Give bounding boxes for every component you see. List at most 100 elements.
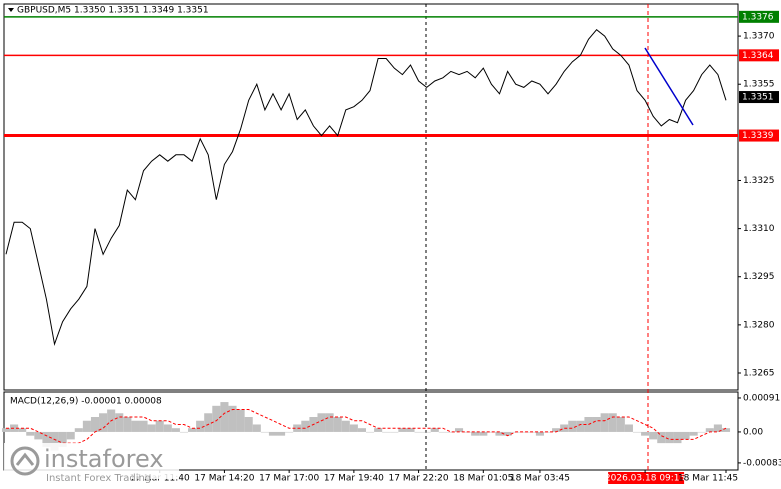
- macd-bar: [196, 420, 205, 432]
- level-label-bg: [739, 10, 779, 23]
- macd-bar: [139, 420, 148, 432]
- macd-bar: [495, 431, 504, 436]
- level-label-bg: [739, 49, 779, 62]
- macd-bar: [18, 428, 27, 432]
- macd-title: MACD(12,26,9) -0.00001 0.00008: [10, 397, 162, 407]
- macd-bar: [438, 431, 447, 433]
- macd-bar: [406, 428, 415, 432]
- macd-bar: [10, 424, 19, 432]
- macd-bar: [479, 431, 488, 436]
- macd-bar: [66, 431, 75, 440]
- macd-bar: [519, 431, 528, 433]
- macd-bar: [705, 428, 714, 432]
- level-label: 1.3364: [742, 51, 774, 61]
- macd-bar: [220, 402, 229, 432]
- macd-bar: [74, 428, 83, 432]
- macd-bar: [115, 413, 124, 432]
- macd-bar: [721, 428, 731, 432]
- macd-bar: [212, 405, 221, 432]
- macd-bar: [163, 424, 172, 432]
- macd-bar: [560, 424, 569, 432]
- watermark-tagline: Instant Forex Trading: [46, 473, 151, 484]
- macd-bar: [204, 413, 213, 432]
- level-label: 1.3376: [742, 12, 774, 22]
- y-tick-label: 1.3355: [743, 80, 775, 90]
- macd-bar: [535, 431, 544, 436]
- macd-bar: [665, 431, 674, 444]
- macd-bar: [552, 428, 561, 432]
- macd-bar: [293, 424, 302, 432]
- macd-bar: [131, 420, 140, 432]
- trend-line: [644, 47, 694, 126]
- macd-bar: [34, 431, 43, 440]
- watermark-bg: [4, 443, 179, 479]
- y-tick-label: 1.3265: [743, 368, 775, 378]
- y-tick-label: 1.3325: [743, 176, 775, 186]
- last-price-label: 1.3351: [742, 93, 774, 103]
- macd-bar: [333, 417, 342, 432]
- macd-bar: [382, 431, 391, 433]
- price-line: [5, 29, 727, 347]
- macd-bar: [357, 428, 366, 432]
- x-tick-label: 18 Mar 01:05: [453, 474, 513, 484]
- macd-bar: [414, 431, 423, 433]
- macd-bar: [99, 413, 108, 432]
- macd-bar: [681, 431, 690, 440]
- level-label: 1.3339: [742, 131, 774, 141]
- signal-line: [6, 409, 727, 444]
- last-price-bg: [739, 91, 779, 104]
- macd-bar: [649, 431, 658, 440]
- x-tick-label: 17 Mar 17:00: [259, 474, 319, 484]
- macd-panel: 0.00091 0.00 -0.00083: [1, 393, 781, 468]
- y-tick-label: 0.00: [743, 427, 763, 437]
- macd-bar: [236, 409, 245, 432]
- x-tick-label: 2026.03.18 09:15: [605, 474, 685, 484]
- main-frame: [3, 3, 739, 391]
- macd-bar: [624, 424, 633, 432]
- y-tick-label: 1.3280: [743, 320, 775, 330]
- macd-bar: [268, 431, 278, 436]
- chart-title: GBPUSD,M5 1.3350 1.3351 1.3349 1.3351: [17, 6, 209, 16]
- x-tick-label: 17 Mar 19:40: [324, 474, 384, 484]
- macd-bar: [1, 428, 11, 432]
- macd-bar: [430, 428, 439, 432]
- macd-bar: [26, 431, 35, 436]
- macd-bar: [58, 431, 67, 447]
- macd-bar: [576, 420, 585, 432]
- macd-bar: [341, 420, 350, 432]
- macd-bar: [50, 431, 59, 451]
- level-label-bg: [739, 129, 779, 142]
- macd-bar: [600, 413, 609, 432]
- macd-bar: [454, 428, 464, 432]
- macd-bar: [641, 431, 650, 436]
- macd-bar: [188, 428, 197, 432]
- symbol-arrow: [8, 8, 14, 12]
- logo-ring: [10, 446, 40, 476]
- macd-bar: [632, 431, 642, 433]
- y-tick-label: 0.00091: [743, 393, 780, 403]
- macd-bar: [123, 417, 132, 432]
- macd-bar: [228, 405, 237, 432]
- y-tick-label: 1.3370: [743, 32, 775, 42]
- macd-bar: [171, 428, 180, 432]
- macd-bar: [374, 428, 383, 432]
- macd-bar: [503, 431, 512, 436]
- watermark-brand: instaforex: [44, 445, 164, 473]
- macd-bar: [697, 431, 706, 433]
- macd-bar: [285, 431, 294, 433]
- macd-bar: [390, 431, 399, 433]
- macd-bar: [155, 420, 164, 432]
- macd-bar: [244, 417, 253, 432]
- x-tick-label: 17 Mar 22:20: [389, 474, 449, 484]
- macd-bar: [82, 420, 91, 432]
- macd-bar: [568, 420, 577, 432]
- x-label-highlight: [608, 472, 685, 484]
- macd-bar: [471, 431, 480, 436]
- macd-bar: [657, 431, 666, 444]
- macd-bar: [325, 413, 334, 432]
- macd-bar: [42, 431, 51, 447]
- macd-bar: [422, 431, 431, 433]
- macd-bar: [277, 431, 286, 436]
- macd-bar: [301, 420, 310, 432]
